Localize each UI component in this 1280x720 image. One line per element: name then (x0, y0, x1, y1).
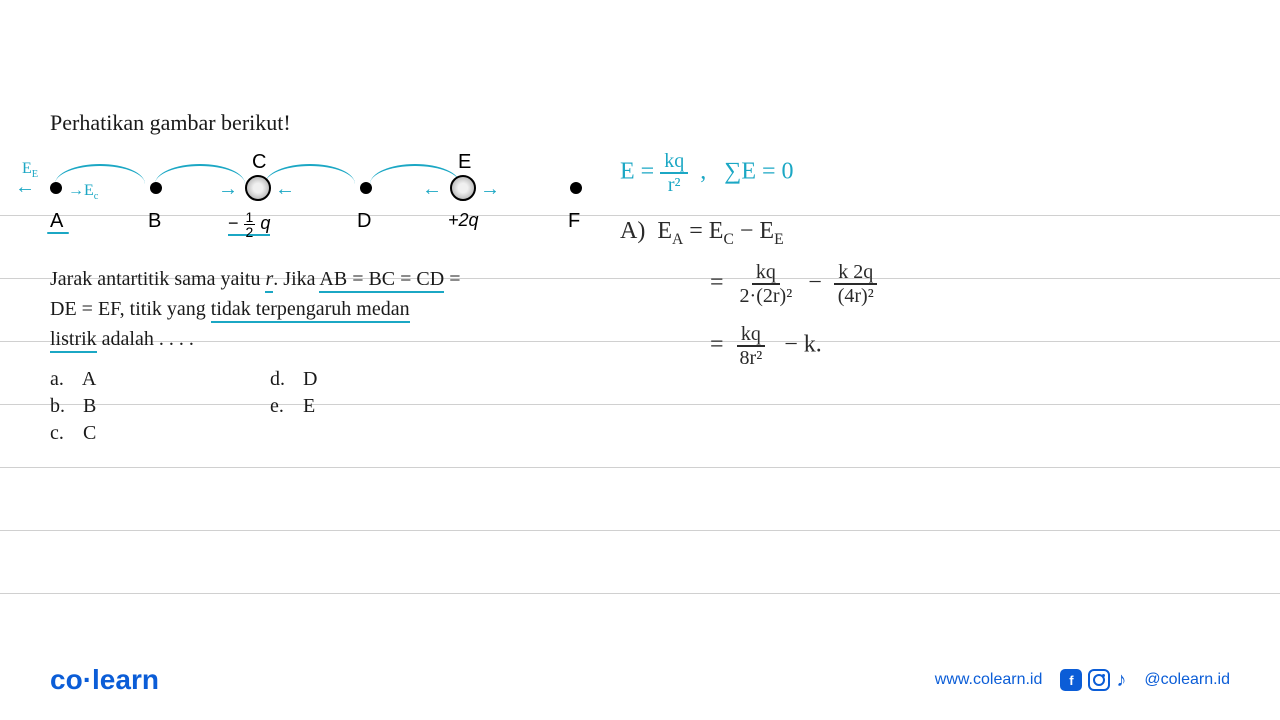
charge-C-frac-den: 2 (244, 225, 256, 239)
arc-AB (55, 164, 145, 184)
step2-num2: k 2q (834, 261, 877, 285)
ruled-line (0, 593, 1280, 594)
step-A-subA: A (672, 231, 683, 248)
option-a-value: A (82, 368, 96, 390)
formula-num-kq: kq (660, 150, 688, 174)
option-c-letter: c. (50, 422, 78, 445)
charge-C-circle (245, 175, 271, 201)
question-text-line2: DE = EF, titik yang tidak terpengaruh me… (50, 298, 410, 323)
step2-den1: 2·(2r)² (736, 285, 797, 307)
logo: co·learn (50, 664, 159, 696)
footer-right: www.colearn.id f ♪ @colearn.id (935, 669, 1230, 692)
step-A-EE: − E (740, 218, 774, 244)
footer-handle[interactable]: @colearn.id (1144, 671, 1230, 689)
charge-diagram: EE ← →Ec → ← ← → A B (50, 156, 590, 256)
formula-den-r2: r² (664, 174, 685, 196)
step2-den2: (4r)² (834, 285, 878, 307)
ruled-line (0, 530, 1280, 531)
step-A-EA: E (657, 218, 672, 244)
underline-A (47, 232, 69, 234)
step-A-label: A) (620, 218, 645, 244)
option-e-value: E (303, 395, 315, 417)
annotation-Ec: →Ec (68, 182, 98, 202)
facebook-icon[interactable]: f (1060, 669, 1082, 691)
label-A: A (50, 210, 63, 233)
option-b[interactable]: b. B (50, 393, 270, 420)
arrow-to-C-left: → (218, 178, 238, 201)
option-b-value: B (83, 395, 96, 417)
step-A-EC: = E (689, 218, 723, 244)
charge-C-label: − 1 2 q (228, 210, 270, 239)
question-title: Perhatikan gambar berikut! (50, 110, 590, 136)
arrow-from-E-right: → (480, 178, 500, 201)
annotation-Ec-sub: c (94, 191, 99, 202)
options-grid: a. A d. D b. B e. E c. C (50, 366, 590, 447)
option-e[interactable]: e. E (270, 393, 490, 420)
question-block: Perhatikan gambar berikut! EE ← →Ec (50, 110, 590, 447)
option-d-value: D (303, 368, 317, 390)
point-F-dot (570, 182, 582, 194)
arc-DE (370, 164, 460, 184)
step-A-subE: E (774, 231, 784, 248)
label-B: B (148, 210, 161, 233)
logo-co: co (50, 664, 83, 695)
logo-learn: learn (92, 664, 159, 695)
formula-coulomb: E = kq r² , ∑E = 0 (620, 150, 1160, 196)
question-text: Jarak antartitik sama yaitu r. Jika AB =… (50, 264, 590, 354)
point-A-dot (50, 182, 62, 194)
instagram-icon[interactable] (1088, 669, 1110, 691)
annotation-EE-letter: E (22, 160, 32, 177)
question-text-line3: listrik adalah . . . . (50, 328, 194, 353)
step-A-line: A) EA = EC − EE (620, 218, 1160, 249)
charge-E-label: +2q (448, 210, 479, 231)
step-2-line: = kq 2·(2r)² − k 2q (4r)² (620, 261, 1160, 307)
point-D-dot (360, 182, 372, 194)
step2-minus: − (808, 269, 822, 295)
step-A-subC: C (723, 231, 733, 248)
option-b-letter: b. (50, 395, 78, 418)
footer: co·learn www.colearn.id f ♪ @colearn.id (0, 664, 1280, 696)
label-C: C (252, 151, 266, 174)
footer-url[interactable]: www.colearn.id (935, 671, 1043, 689)
label-F: F (568, 210, 580, 233)
step3-den: 8r² (736, 347, 767, 369)
tiktok-icon[interactable]: ♪ (1116, 669, 1126, 692)
formula-comma: , (700, 159, 706, 185)
option-d-letter: d. (270, 368, 298, 391)
point-B-dot (150, 182, 162, 194)
option-e-letter: e. (270, 395, 298, 418)
question-text-line1: Jarak antartitik sama yaitu r. Jika AB =… (50, 268, 461, 293)
step3-minus-k: − k. (784, 331, 822, 357)
option-c[interactable]: c. C (50, 420, 270, 447)
annotation-Ec-letter: E (84, 182, 94, 199)
formula-E-equals: E = (620, 159, 654, 185)
charge-C-q: q (260, 213, 270, 233)
page-container: Perhatikan gambar berikut! EE ← →Ec (0, 0, 1280, 720)
charge-E-circle (450, 175, 476, 201)
option-c-value: C (83, 422, 96, 444)
step3-eq: = (710, 331, 724, 357)
social-icons: f ♪ (1060, 669, 1126, 692)
step3-num: kq (737, 323, 765, 347)
handwriting-block: E = kq r² , ∑E = 0 A) EA = EC − EE = kq … (620, 150, 1160, 381)
step-3-line: = kq 8r² − k. (620, 323, 1160, 369)
step2-eq: = (710, 269, 724, 295)
charge-C-frac-num: 1 (244, 210, 256, 225)
charge-C-minus: − (228, 213, 239, 233)
arrow-from-E-left: ← (422, 178, 442, 201)
ruled-line (0, 467, 1280, 468)
label-E: E (458, 151, 471, 174)
arrow-left-icon: ← (15, 176, 35, 199)
formula-sigma: ∑E = 0 (724, 159, 793, 185)
option-a[interactable]: a. A (50, 366, 270, 393)
arrow-to-C-right: ← (275, 178, 295, 201)
option-d[interactable]: d. D (270, 366, 490, 393)
label-D: D (357, 210, 371, 233)
step2-num1: kq (752, 261, 780, 285)
logo-dot: · (83, 664, 92, 695)
option-a-letter: a. (50, 368, 78, 391)
